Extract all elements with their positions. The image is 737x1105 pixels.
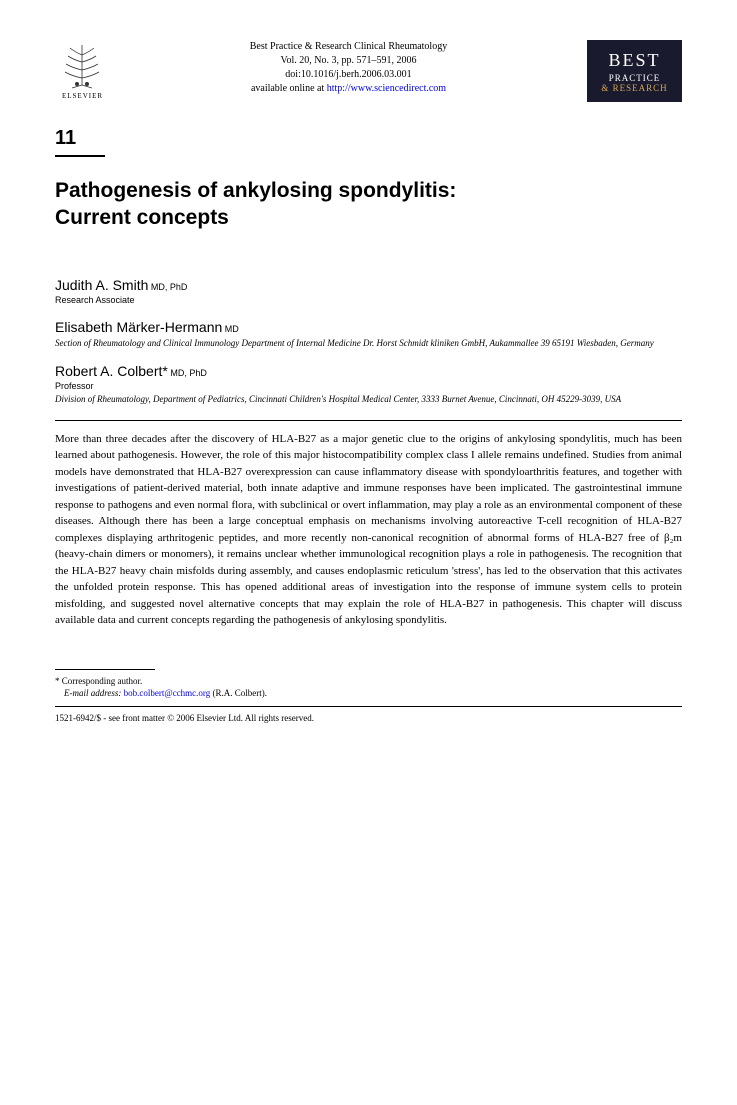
footnote-separator [55, 669, 155, 670]
author-2-degrees: MD [222, 324, 239, 334]
online-url[interactable]: http://www.sciencedirect.com [327, 83, 446, 94]
author-3-name: Robert A. Colbert* [55, 363, 168, 379]
author-1-name: Judith A. Smith [55, 277, 148, 293]
journal-info: Best Practice & Research Clinical Rheuma… [110, 40, 587, 96]
logo-practice: PRACTICE [609, 73, 661, 83]
elsevier-label: ELSEVIER [62, 92, 103, 100]
author-1-degrees: MD, PhD [148, 282, 187, 292]
title-line-2: Current concepts [55, 206, 229, 229]
email-suffix: (R.A. Colbert). [210, 688, 267, 698]
abstract-text: More than three decades after the discov… [55, 431, 682, 629]
author-name: Robert A. Colbert* MD, PhD [55, 363, 682, 379]
chapter-rule [55, 155, 105, 157]
journal-name: Best Practice & Research Clinical Rheuma… [120, 40, 577, 54]
footnote-block: * Corresponding author. E-mail address: … [55, 675, 682, 700]
email-address[interactable]: bob.colbert@cchmc.org [124, 688, 211, 698]
best-practice-logo: BEST PRACTICE & RESEARCH [587, 40, 682, 102]
author-2-name: Elisabeth Märker-Hermann [55, 319, 222, 335]
online-line: available online at http://www.sciencedi… [120, 82, 577, 96]
volume-line: Vol. 20, No. 3, pp. 571–591, 2006 [120, 54, 577, 68]
logo-research: & RESEARCH [601, 83, 667, 93]
email-line: E-mail address: bob.colbert@cchmc.org (R… [55, 687, 682, 700]
author-block-3: Robert A. Colbert* MD, PhD Professor Div… [55, 363, 682, 406]
email-label: E-mail address: [64, 688, 124, 698]
author-3-degrees: MD, PhD [168, 368, 207, 378]
author-1-role: Research Associate [55, 295, 682, 305]
copyright-separator [55, 706, 682, 707]
author-3-role: Professor [55, 381, 682, 391]
doi-line: doi:10.1016/j.berh.2006.03.001 [120, 68, 577, 82]
author-3-affiliation: Division of Rheumatology, Department of … [55, 393, 682, 406]
abstract-rule [55, 420, 682, 421]
corresponding-author: * Corresponding author. [55, 675, 682, 688]
logo-best: BEST [608, 50, 660, 71]
title-line-1: Pathogenesis of ankylosing spondylitis: [55, 179, 456, 202]
elsevier-tree-icon [60, 40, 105, 90]
elsevier-logo: ELSEVIER [55, 40, 110, 100]
copyright-line: 1521-6942/$ - see front matter © 2006 El… [55, 713, 682, 723]
header-row: ELSEVIER Best Practice & Research Clinic… [55, 40, 682, 102]
chapter-number: 11 [55, 127, 682, 150]
author-block-1: Judith A. Smith MD, PhD Research Associa… [55, 277, 682, 305]
online-prefix: available online at [251, 83, 327, 94]
article-title: Pathogenesis of ankylosing spondylitis: … [55, 177, 682, 232]
author-block-2: Elisabeth Märker-Hermann MD Section of R… [55, 319, 682, 350]
author-2-affiliation: Section of Rheumatology and Clinical Imm… [55, 337, 682, 350]
author-name: Judith A. Smith MD, PhD [55, 277, 682, 293]
author-name: Elisabeth Märker-Hermann MD [55, 319, 682, 335]
